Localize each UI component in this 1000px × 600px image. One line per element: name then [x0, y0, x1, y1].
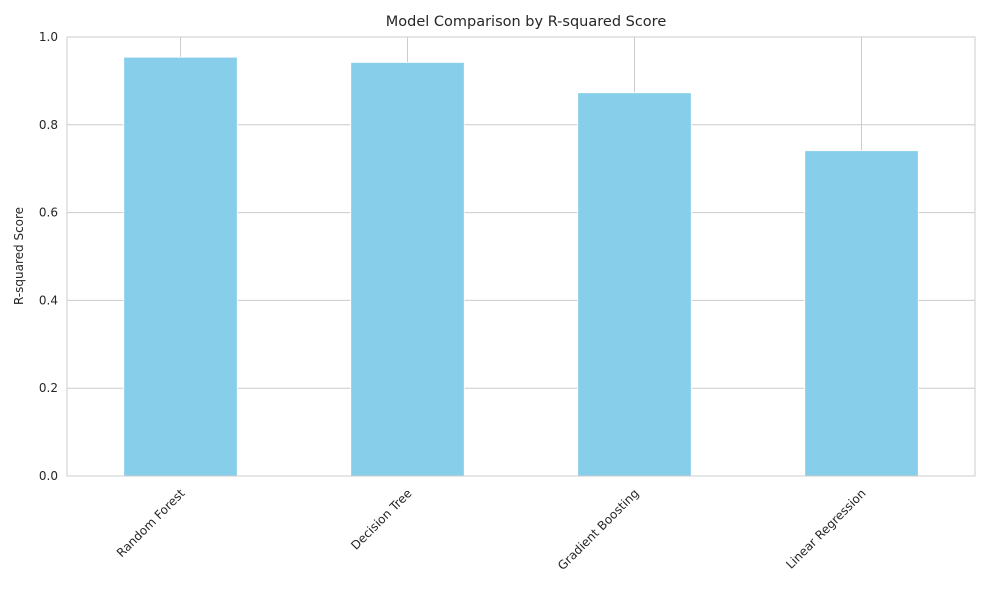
y-tick-labels: 0.0 0.2 0.4 0.6 0.8 1.0 — [39, 30, 58, 483]
x-tick-label: Random Forest — [114, 486, 188, 560]
bar-linear-regression — [804, 150, 919, 477]
bar-random-forest — [123, 56, 238, 477]
y-axis-label: R-squared Score — [12, 207, 26, 305]
y-tick-label: 1.0 — [39, 30, 58, 44]
y-tick-label: 0.4 — [39, 293, 58, 307]
x-tick-label: Linear Regression — [783, 486, 868, 571]
x-tick-label: Gradient Boosting — [555, 486, 642, 573]
x-tick-labels: Random Forest Decision Tree Gradient Boost… — [114, 486, 869, 573]
y-tick-label: 0.0 — [39, 469, 58, 483]
bars — [123, 56, 919, 477]
y-tick-label: 0.6 — [39, 206, 58, 220]
bar-decision-tree — [350, 62, 465, 477]
plot-frame — [66, 36, 976, 477]
x-tick-label: Decision Tree — [348, 486, 414, 552]
y-tick-label: 0.2 — [39, 381, 58, 395]
y-tick-label: 0.8 — [39, 118, 58, 132]
chart-title: Model Comparison by R-squared Score — [386, 14, 667, 30]
bar-gradient-boosting — [577, 92, 692, 477]
